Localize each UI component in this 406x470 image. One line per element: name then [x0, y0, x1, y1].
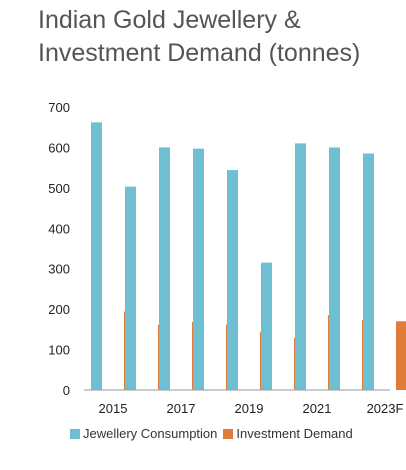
legend-item-jewellery: Jewellery Consumption [70, 426, 217, 441]
bar-jewellery [193, 148, 204, 390]
bar-jewellery [159, 147, 170, 390]
chart-title-line-1: Indian Gold Jewellery & [38, 6, 301, 34]
y-tick-label: 0 [63, 383, 70, 398]
legend-label-jewellery: Jewellery Consumption [83, 426, 218, 441]
chart-title-line-2: Investment Demand (tonnes) [38, 39, 361, 67]
chart-title: Indian Gold Jewellery & Investment Deman… [38, 4, 400, 70]
x-tick-label: 2023F [367, 401, 404, 416]
legend: Jewellery Consumption Investment Demand [70, 426, 359, 441]
y-tick-label: 600 [48, 140, 70, 155]
y-axis: 0 100 200 300 400 500 600 700 [48, 100, 70, 398]
x-tick-label: 2019 [235, 401, 264, 416]
bars [91, 122, 406, 390]
bar-jewellery [91, 122, 102, 390]
y-tick-label: 500 [48, 181, 70, 196]
legend-label-investment: Investment Demand [236, 426, 353, 441]
y-tick-label: 200 [48, 302, 70, 317]
y-tick-label: 300 [48, 262, 70, 277]
x-axis: 2015 2017 2019 2021 2023F [99, 401, 404, 416]
bar-jewellery [261, 262, 272, 390]
bar-jewellery [329, 147, 340, 390]
legend-item-investment: Investment Demand [223, 426, 353, 441]
x-tick-label: 2021 [303, 401, 332, 416]
y-tick-label: 400 [48, 221, 70, 236]
bar-investment [396, 321, 406, 390]
legend-swatch-jewellery [70, 428, 80, 439]
legend-swatch-investment [223, 428, 234, 439]
bar-jewellery [363, 153, 374, 390]
y-tick-label: 100 [48, 343, 70, 358]
bar-jewellery [125, 186, 136, 390]
x-tick-label: 2017 [167, 401, 196, 416]
x-tick-label: 2015 [99, 401, 128, 416]
bar-jewellery [227, 170, 238, 390]
bar-jewellery [295, 143, 306, 390]
y-tick-label: 700 [48, 100, 70, 115]
